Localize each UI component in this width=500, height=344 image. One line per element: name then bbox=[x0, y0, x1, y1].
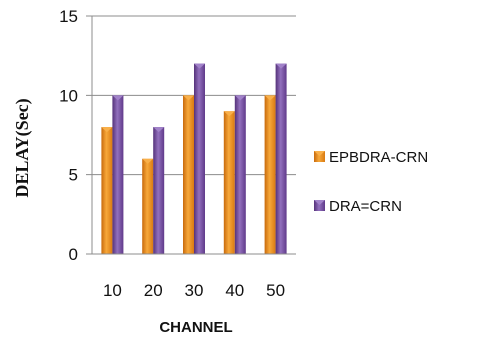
bar-cap bbox=[142, 158, 154, 164]
bar-cap bbox=[153, 127, 165, 133]
bar-series2-40 bbox=[234, 95, 246, 254]
y-axis: 0 5 10 15 bbox=[59, 7, 93, 264]
bar-series1-40 bbox=[223, 111, 235, 254]
bar-cap bbox=[112, 95, 124, 101]
legend-label: DRA=CRN bbox=[329, 198, 402, 215]
x-tick-label: 10 bbox=[103, 281, 122, 300]
y-tick-label: 5 bbox=[69, 166, 78, 185]
legend-swatch bbox=[314, 200, 325, 211]
y-tick-label: 0 bbox=[69, 245, 78, 264]
bar-cap bbox=[101, 127, 113, 133]
bar-series1-30 bbox=[183, 95, 194, 254]
x-tick-label: 40 bbox=[225, 281, 244, 300]
bar-cap bbox=[223, 111, 235, 117]
legend-label: EPBDRA-CRN bbox=[329, 149, 428, 166]
y-tick-label: 10 bbox=[59, 86, 78, 105]
bar-series1-20 bbox=[142, 158, 154, 254]
x-tick-label: 30 bbox=[185, 281, 204, 300]
legend: EPBDRA-CRN DRA=CRN bbox=[314, 149, 428, 215]
legend-swatch-cap bbox=[314, 151, 325, 156]
x-tick-label: 50 bbox=[266, 281, 285, 300]
x-axis-title: CHANNEL bbox=[159, 319, 232, 336]
y-axis-title: DELAY(Sec) bbox=[12, 98, 33, 197]
bar-cap bbox=[194, 63, 205, 69]
x-tick-label: 20 bbox=[144, 281, 163, 300]
legend-swatch-cap bbox=[314, 200, 325, 205]
bar-cap bbox=[183, 95, 194, 101]
legend-swatch bbox=[314, 151, 325, 162]
bar-series2-30 bbox=[194, 63, 205, 254]
y-tick-label: 15 bbox=[59, 7, 78, 26]
bar-series2-20 bbox=[153, 127, 165, 254]
bar-series1-50 bbox=[264, 95, 276, 254]
bar-series2-50 bbox=[275, 63, 287, 254]
bar-cap bbox=[264, 95, 276, 101]
bar-cap bbox=[275, 63, 287, 69]
x-axis: 10 20 30 40 50 bbox=[92, 253, 296, 300]
bar-series2-10 bbox=[112, 95, 124, 254]
bar-cap bbox=[234, 95, 246, 101]
bar-series1-10 bbox=[101, 127, 113, 254]
bars bbox=[101, 63, 287, 254]
